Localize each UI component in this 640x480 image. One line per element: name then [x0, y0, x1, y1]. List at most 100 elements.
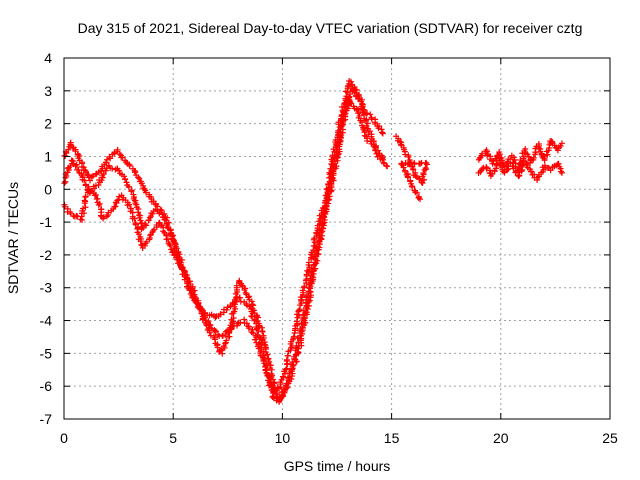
data-point: [554, 147, 561, 154]
data-point: [255, 345, 262, 352]
data-point: [135, 209, 142, 216]
data-point: [234, 320, 241, 327]
data-point: [305, 259, 312, 266]
data-point: [126, 201, 133, 208]
data-point: [281, 388, 288, 395]
data-point: [218, 346, 225, 353]
data-point: [420, 170, 427, 177]
data-point: [338, 122, 345, 129]
data-point: [293, 318, 300, 325]
data-point: [356, 95, 363, 102]
data-point: [286, 369, 293, 376]
data-point: [121, 173, 128, 180]
data-point: [299, 287, 306, 294]
data-point: [402, 151, 409, 158]
data-point: [87, 177, 94, 184]
data-point: [191, 293, 198, 300]
data-point: [68, 157, 75, 164]
data-point: [534, 177, 541, 184]
data-point: [555, 160, 562, 167]
data-point: [301, 283, 308, 290]
data-point: [484, 152, 491, 159]
series-track-5: [475, 138, 565, 174]
data-point: [313, 244, 320, 251]
data-point: [73, 212, 80, 219]
grid-layer: [64, 58, 610, 419]
data-point: [372, 144, 379, 151]
data-point: [163, 236, 170, 243]
data-point: [128, 188, 135, 195]
data-point: [411, 159, 418, 166]
data-point: [84, 171, 91, 178]
data-point: [264, 351, 271, 358]
data-point: [375, 125, 382, 132]
data-point: [299, 320, 306, 327]
data-point: [332, 155, 339, 162]
data-point: [103, 213, 110, 220]
x-tick-label: 25: [602, 430, 618, 446]
data-point: [410, 166, 417, 173]
data-point: [412, 172, 419, 179]
data-point: [140, 225, 147, 232]
data-point: [245, 325, 252, 332]
data-point: [136, 214, 143, 221]
data-point: [293, 351, 300, 358]
plot-frame: [63, 57, 611, 420]
data-point: [95, 202, 102, 209]
data-point: [197, 306, 204, 313]
data-point: [160, 228, 167, 235]
data-point: [541, 155, 548, 162]
data-point: [206, 329, 213, 336]
data-point: [366, 128, 373, 135]
series-track-2: [61, 84, 391, 402]
data-point: [479, 150, 486, 157]
x-axis-label: GPS time / hours: [284, 458, 391, 474]
data-point: [250, 302, 257, 309]
data-point: [334, 143, 341, 150]
y-tick-label: -6: [40, 378, 53, 394]
x-tick-label: 10: [275, 430, 291, 446]
data-point: [142, 221, 149, 228]
data-point: [347, 78, 354, 85]
data-point: [249, 313, 256, 320]
y-tick-label: 1: [44, 148, 52, 164]
y-tick-label: -7: [40, 411, 53, 427]
data-point: [92, 191, 99, 198]
data-point: [106, 153, 113, 160]
data-point: [212, 314, 219, 321]
y-tick-label: -3: [40, 280, 53, 296]
data-point: [229, 319, 236, 326]
data-point: [156, 210, 163, 217]
data-point: [353, 105, 360, 112]
data-point: [422, 165, 429, 172]
data-point: [397, 141, 404, 148]
data-point: [82, 193, 89, 200]
y-tick-label: 3: [44, 83, 52, 99]
data-point: [196, 305, 203, 312]
data-point: [252, 336, 259, 343]
data-point: [143, 222, 150, 229]
data-point: [414, 189, 421, 196]
y-tick-label: 2: [44, 116, 52, 132]
data-point: [250, 307, 257, 314]
data-point: [557, 142, 564, 149]
data-point: [535, 145, 542, 152]
series-track-4: [393, 133, 431, 203]
data-point: [379, 156, 386, 163]
data-point: [167, 242, 174, 249]
ticks-layer: [63, 57, 611, 420]
data-point: [82, 204, 89, 211]
data-point: [116, 167, 123, 174]
data-point: [255, 314, 262, 321]
data-point: [558, 169, 565, 176]
data-point: [544, 151, 551, 158]
data-point: [86, 188, 93, 195]
data-point: [282, 366, 289, 373]
data-point: [149, 210, 156, 217]
data-point: [334, 139, 341, 146]
data-point: [81, 197, 88, 204]
data-point: [237, 319, 244, 326]
data-point: [132, 221, 139, 228]
data-point: [135, 231, 142, 238]
